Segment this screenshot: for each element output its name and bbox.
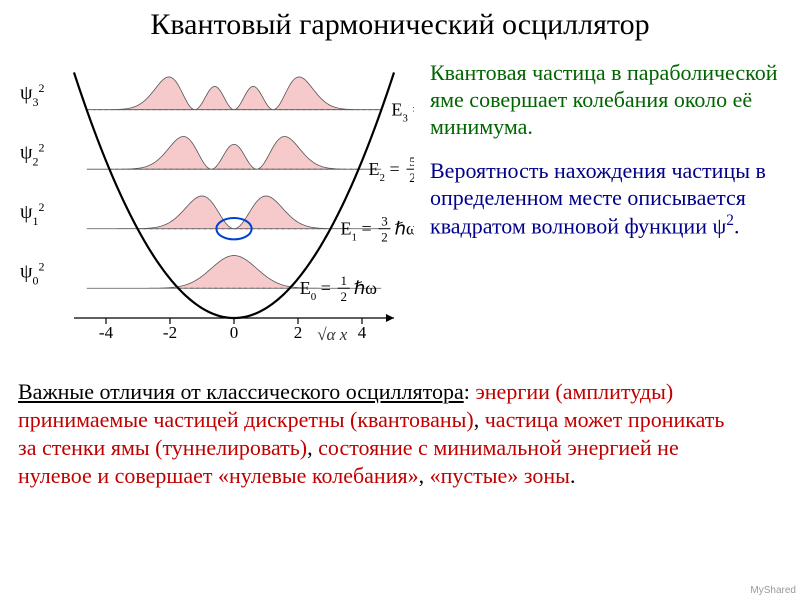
svg-text:-2: -2	[163, 323, 177, 342]
right-description: Квантовая частица в параболической яме с…	[430, 60, 782, 240]
svg-text:E3 =: E3 =	[391, 100, 414, 125]
svg-text:√α x: √α x	[317, 325, 348, 344]
svg-text:E1 =: E1 =	[340, 219, 371, 244]
svg-text:3: 3	[381, 214, 388, 229]
svg-text:5: 5	[409, 154, 414, 169]
svg-text:0: 0	[230, 323, 239, 342]
probability-paragraph: Вероятность нахождения частицы в определ…	[430, 158, 782, 240]
svg-text:-4: -4	[99, 323, 114, 342]
intro-paragraph: Квантовая частица в параболической яме с…	[430, 60, 782, 140]
svg-text:2: 2	[409, 170, 414, 185]
svg-text:ℏω: ℏω	[354, 278, 377, 298]
svg-text:4: 4	[358, 323, 367, 342]
svg-text:ℏω: ℏω	[394, 219, 414, 239]
differences-paragraph: Важные отличия от классического осциллят…	[18, 378, 730, 491]
lead-label: Важные отличия от классического осциллят…	[18, 379, 464, 404]
oscillator-diagram: -4-2024√α xψ02ψ12ψ22ψ32E0 = 12 ℏωE1 = 32…	[14, 54, 414, 354]
svg-text:ψ12: ψ12	[20, 200, 45, 228]
svg-text:ψ32: ψ32	[20, 81, 45, 109]
svg-text:ψ22: ψ22	[20, 140, 45, 168]
svg-text:2: 2	[381, 230, 388, 245]
watermark: MyShared	[750, 585, 796, 596]
svg-text:2: 2	[340, 289, 347, 304]
svg-text:E2 =: E2 =	[369, 159, 400, 184]
svg-text:2: 2	[294, 323, 303, 342]
svg-text:ψ02: ψ02	[20, 260, 45, 288]
svg-text:1: 1	[340, 273, 347, 288]
page-title: Квантовый гармонический осциллятор	[0, 8, 800, 42]
svg-text:E0 =: E0 =	[300, 278, 331, 303]
